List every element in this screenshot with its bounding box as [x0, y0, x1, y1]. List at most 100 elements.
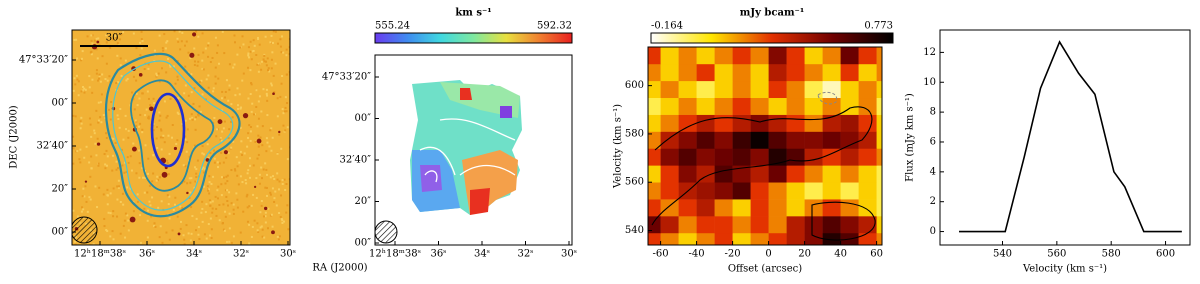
noise: [258, 173, 261, 176]
noise: [265, 64, 268, 67]
heatmap-cell: [750, 47, 769, 65]
noise: [127, 161, 130, 164]
noise: [159, 225, 162, 228]
star: [129, 216, 136, 223]
noise: [208, 188, 211, 191]
noise: [288, 178, 290, 181]
noise: [281, 219, 284, 222]
noise: [215, 135, 218, 138]
noise: [116, 185, 119, 188]
noise: [97, 37, 100, 40]
noise: [188, 117, 191, 120]
noise: [198, 237, 201, 240]
noise: [138, 149, 141, 152]
noise: [183, 92, 186, 95]
heatmap-cell: [660, 148, 679, 166]
noise: [81, 206, 84, 209]
noise: [220, 194, 223, 197]
noise: [91, 91, 94, 94]
heatmap-cell: [768, 97, 787, 115]
heatmap-cell: [732, 165, 751, 183]
noise: [127, 229, 130, 232]
noise: [132, 98, 135, 101]
noise: [90, 39, 93, 42]
noise: [105, 132, 108, 135]
heatmap-cell: [648, 182, 661, 200]
noise: [184, 138, 187, 141]
heatmap-cell: [678, 47, 697, 65]
star: [186, 191, 189, 195]
heatmap-cell: [822, 182, 841, 200]
heatmap-cell: [660, 182, 679, 200]
noise: [184, 119, 187, 122]
noise: [273, 197, 276, 200]
noise: [168, 63, 171, 66]
noise: [249, 139, 252, 142]
noise: [98, 77, 101, 80]
noise: [193, 166, 196, 169]
noise: [145, 108, 148, 111]
noise: [109, 192, 112, 195]
noise: [204, 168, 207, 171]
heatmap-cell: [648, 216, 661, 234]
colorbar-tick-label: 555.24: [375, 21, 410, 32]
noise: [174, 196, 177, 199]
noise: [190, 177, 193, 180]
noise: [264, 215, 267, 218]
noise: [226, 180, 229, 183]
noise: [191, 118, 194, 121]
noise: [139, 41, 142, 44]
noise: [116, 167, 119, 170]
heatmap-cell: [768, 165, 787, 183]
x-tick-label: 30ˢ: [561, 249, 577, 260]
heatmap-cell: [876, 148, 882, 166]
noise: [176, 111, 179, 114]
heatmap-cell: [858, 148, 877, 166]
noise: [155, 179, 158, 182]
noise: [209, 201, 212, 204]
noise: [126, 214, 129, 217]
noise: [74, 243, 77, 245]
noise: [93, 39, 96, 42]
noise: [272, 74, 275, 77]
noise: [106, 155, 109, 158]
noise: [233, 63, 236, 66]
y-tick-label: 00″: [355, 238, 372, 249]
noise: [140, 47, 143, 50]
noise: [135, 47, 138, 50]
noise: [169, 65, 172, 68]
noise: [118, 126, 121, 129]
noise: [166, 194, 169, 197]
noise: [144, 114, 147, 117]
heatmap-cell: [714, 131, 733, 149]
noise: [279, 215, 282, 218]
noise: [171, 229, 174, 232]
heatmap-cell: [768, 114, 787, 132]
noise: [265, 186, 268, 189]
star: [263, 206, 268, 211]
noise: [266, 69, 269, 72]
noise: [163, 141, 166, 144]
noise: [230, 120, 233, 123]
noise: [278, 180, 281, 183]
star: [96, 40, 100, 44]
heatmap-cell: [804, 165, 823, 183]
noise: [176, 139, 179, 142]
noise: [139, 214, 142, 217]
noise: [257, 36, 260, 39]
heatmap-cell: [648, 148, 661, 166]
noise: [248, 242, 251, 245]
noise: [264, 162, 267, 165]
noise: [96, 79, 99, 82]
noise: [193, 186, 196, 189]
optical-image: [72, 30, 290, 245]
noise: [256, 229, 259, 232]
heatmap-cell: [786, 47, 805, 65]
noise: [166, 40, 169, 43]
heatmap-cell: [696, 63, 715, 82]
noise: [96, 137, 99, 140]
y-tick-label: 20″: [52, 184, 69, 195]
noise: [85, 145, 88, 148]
noise: [270, 34, 273, 37]
noise: [89, 123, 92, 126]
